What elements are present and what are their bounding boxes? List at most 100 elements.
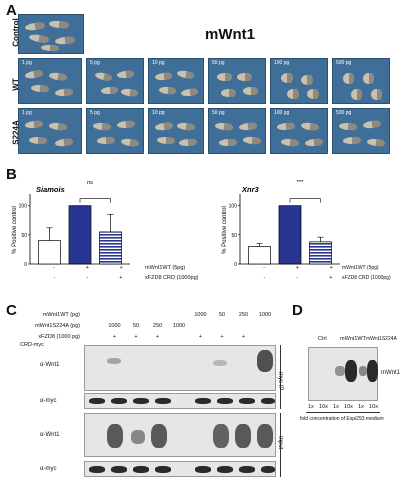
band-label: mWnt1 (381, 370, 401, 376)
group-label: Ctrl (318, 336, 327, 342)
embryo-image-wt-5: 5 pg (86, 58, 144, 104)
error-bar-0 (46, 227, 53, 241)
dose-value (170, 334, 188, 340)
dose-row-s224a: 1000 50 250 1000 (84, 323, 274, 329)
embryo-image-s224a-500: 500 pg (332, 108, 390, 154)
dose-value (256, 334, 274, 340)
blot-label: α-Wnt1 (40, 362, 60, 368)
dose-value (84, 323, 102, 329)
panel-a-letter: A (6, 2, 17, 19)
sign: + (85, 265, 89, 271)
significance-bracket (79, 198, 111, 203)
dose-value (192, 323, 210, 329)
dose-value: 250 (238, 312, 249, 318)
bar-1 (278, 205, 302, 265)
condition-label: xFZD8 CRD (1000pg) (342, 275, 391, 281)
sign: - (296, 275, 299, 281)
lane-labels: 1x 10x 1x 10x 1x 10x (308, 404, 378, 410)
dose-label: 1 pg (22, 110, 32, 116)
panel-d-caption: fold concentration of Expi293 medium (300, 416, 384, 422)
condition-label: xFZD8 (1000 pg) (38, 334, 80, 340)
condition-label: mWnt1WT (5pg) (145, 265, 186, 271)
dose-value: 50 (218, 312, 226, 318)
blot-label: α-myc (40, 398, 57, 404)
significance-label: ns (87, 180, 93, 186)
error-bar-2 (107, 214, 114, 232)
divider (306, 412, 380, 413)
dose-value (149, 312, 167, 318)
bar-1 (68, 205, 92, 265)
sign: + (119, 275, 123, 281)
blot-label: α-myc (40, 466, 57, 472)
sign-row-1-left: - + + (38, 265, 138, 271)
dose-value (235, 323, 253, 329)
western-blot-input-wnt1 (84, 413, 276, 457)
bar-chart-xnr3: % Positive control Xnr3 *** 0 50 100 (222, 180, 340, 268)
y-tick-label: 0 (234, 262, 237, 268)
lane-label: 10x (344, 404, 353, 410)
dose-value: 1000 (108, 323, 121, 329)
group-label: mWnt1S224A (366, 336, 397, 342)
panel-d-letter: D (292, 302, 303, 319)
bracket-line (280, 345, 281, 409)
sign: + (295, 265, 299, 271)
y-tick-label: 50 (231, 233, 237, 239)
sign-row-1-right: - + + (248, 265, 348, 271)
dose-value (106, 312, 124, 318)
lane-label: 10x (319, 404, 328, 410)
dose-value (170, 312, 188, 318)
embryo-image-wt-100: 100 pg (270, 58, 328, 104)
y-axis-label: % Positive control (222, 206, 228, 254)
dose-value: + (155, 334, 160, 340)
dose-value: + (112, 334, 117, 340)
sign: - (86, 275, 89, 281)
embryo-image-wt-10: 10 pg (148, 58, 204, 104)
panel-b-letter: B (6, 166, 17, 183)
y-axis-label: % Positive control (12, 206, 18, 254)
lane-label: 1x (358, 404, 364, 410)
dose-value: 1000 (172, 323, 186, 329)
panel-b-charts: % Positive control Siamois ns 0 50 100 % P… (12, 180, 340, 268)
group-label: mWnt1WT (340, 336, 366, 342)
error-bar-0 (256, 243, 263, 247)
dose-value: + (198, 334, 203, 340)
dose-row-fzd8: + + + + + + (84, 334, 274, 340)
chart-title: Xnr3 (241, 185, 260, 194)
condition-label: CRD-myc (20, 342, 44, 348)
lane-label: 10x (369, 404, 378, 410)
dose-label: 10 pg (152, 110, 165, 116)
bar-chart-siamois: % Positive control Siamois ns 0 50 100 (12, 180, 130, 268)
sign: + (329, 265, 333, 271)
lane-label: 1x (308, 404, 314, 410)
panel-a-title: mWnt1 (205, 26, 255, 43)
panel-c-letter: C (6, 302, 17, 319)
sign: + (329, 275, 333, 281)
dose-label: 50 pg (212, 60, 225, 66)
blot-label: α-Wnt1 (40, 432, 60, 438)
sign: - (53, 265, 56, 271)
condition-label: xFZD8 CRD (1000pg) (145, 275, 199, 281)
dose-label: 50 pg (212, 110, 225, 116)
embryo-image-control (18, 14, 84, 54)
y-tick-label: 0 (24, 262, 27, 268)
dose-label: 500 pg (336, 110, 352, 116)
sign-row-2-left: - - + (38, 275, 138, 281)
condition-label: mWnt1WT (pg) (42, 312, 80, 318)
dose-value: 1000 (194, 312, 207, 318)
sign: + (119, 265, 123, 271)
dose-label: 10 pg (152, 60, 165, 66)
significance-bracket (289, 198, 321, 203)
dose-value (84, 334, 102, 340)
bar-2 (309, 241, 332, 265)
dose-value: 250 (152, 323, 163, 329)
error-bar-2 (317, 236, 324, 242)
y-tick-label: 50 (21, 233, 27, 239)
western-blot-ip-myc (84, 393, 276, 409)
chart-title: Siamois (36, 185, 65, 194)
dose-label: 500 pg (336, 60, 352, 66)
sign: - (263, 275, 266, 281)
bar-0 (248, 246, 271, 265)
lane-label: 1x (333, 404, 339, 410)
bar-0 (38, 240, 61, 265)
embryo-image-wt-50: 50 pg (208, 58, 266, 104)
